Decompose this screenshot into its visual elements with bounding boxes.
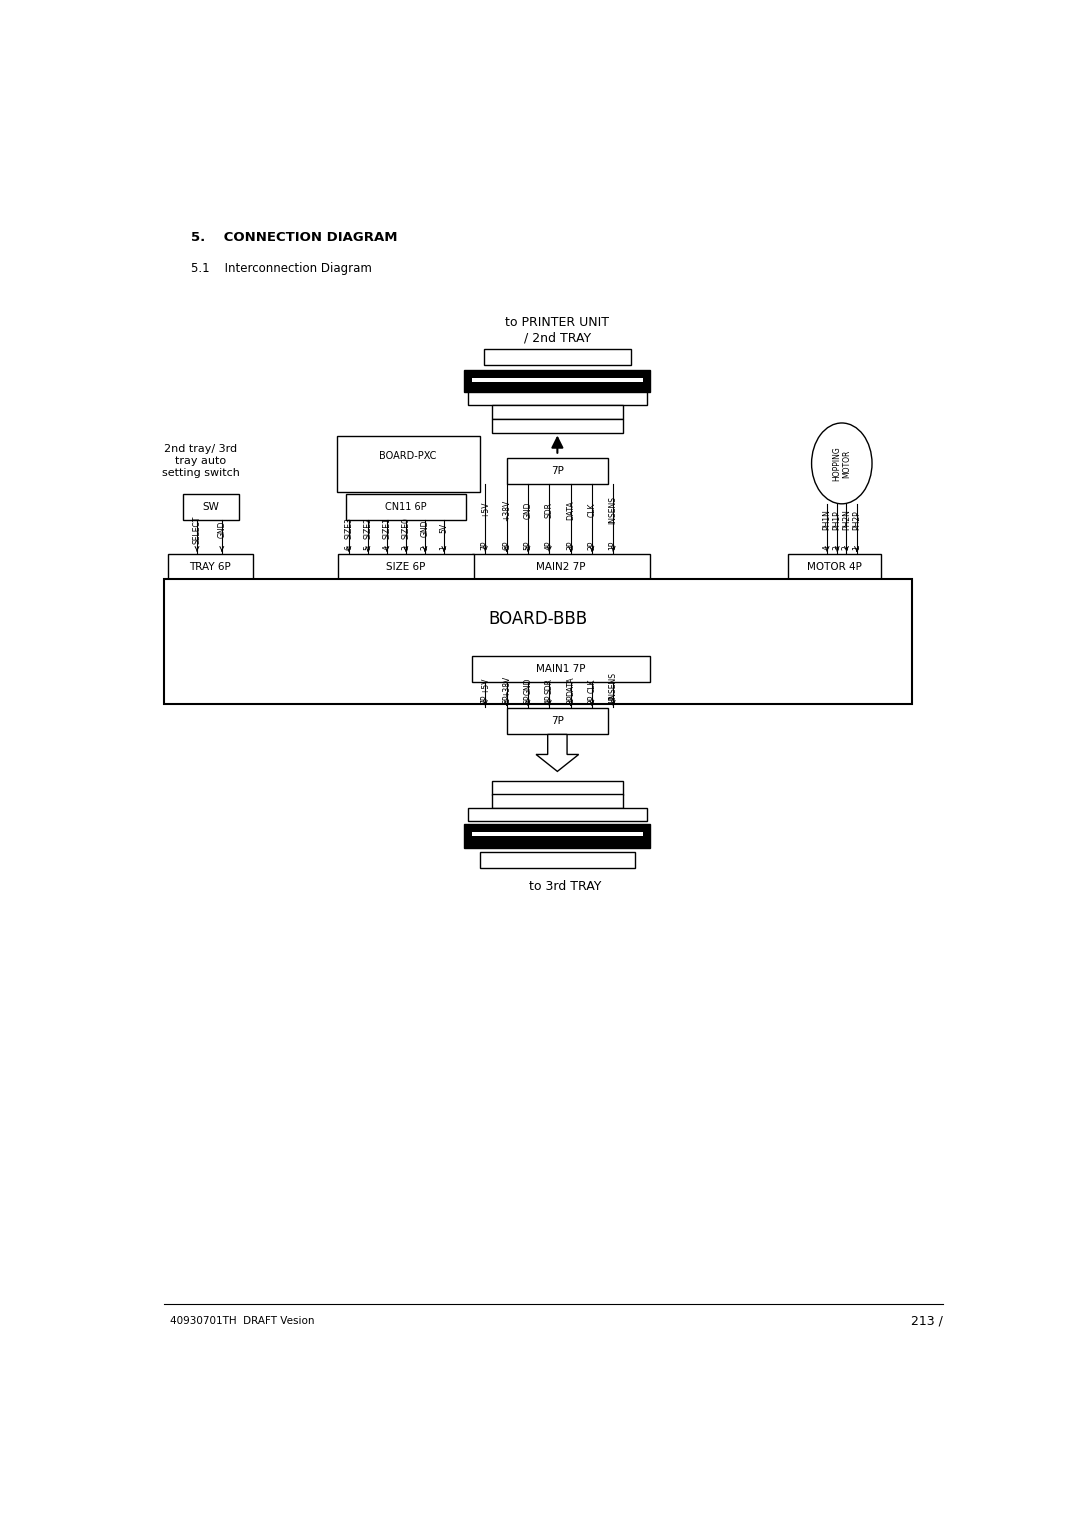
Text: 5.1    Interconnection Diagram: 5.1 Interconnection Diagram <box>191 262 372 275</box>
FancyBboxPatch shape <box>338 554 474 580</box>
Text: 1: 1 <box>852 545 861 549</box>
FancyBboxPatch shape <box>472 378 643 382</box>
FancyBboxPatch shape <box>164 578 913 703</box>
FancyBboxPatch shape <box>464 371 650 392</box>
Text: GND: GND <box>524 501 532 519</box>
Text: 1P: 1P <box>609 694 618 703</box>
Text: GND: GND <box>420 519 430 537</box>
FancyBboxPatch shape <box>491 418 623 432</box>
Text: 5P: 5P <box>524 694 532 703</box>
Text: PH2P: PH2P <box>852 510 861 530</box>
Text: BOARD-PXC: BOARD-PXC <box>379 452 437 461</box>
Text: 4P: 4P <box>544 694 554 703</box>
Text: 1: 1 <box>440 545 448 549</box>
FancyBboxPatch shape <box>464 824 650 848</box>
Text: DATA: DATA <box>566 501 575 520</box>
Text: INSENS: INSENS <box>609 671 618 700</box>
Text: HOPPING
MOTOR: HOPPING MOTOR <box>832 446 851 481</box>
FancyBboxPatch shape <box>472 656 650 682</box>
Text: TRAY 6P: TRAY 6P <box>189 563 231 572</box>
Text: MOTOR 4P: MOTOR 4P <box>807 563 862 572</box>
Text: 2P: 2P <box>588 540 596 549</box>
FancyBboxPatch shape <box>469 807 647 821</box>
Text: 7P: 7P <box>551 716 564 726</box>
Text: 3: 3 <box>402 545 410 549</box>
Text: to PRINTER UNIT
/ 2nd TRAY: to PRINTER UNIT / 2nd TRAY <box>505 316 609 345</box>
Text: SIZE3: SIZE3 <box>345 517 353 539</box>
Text: 7P: 7P <box>551 465 564 476</box>
Text: 3P: 3P <box>566 540 575 549</box>
FancyBboxPatch shape <box>507 708 608 734</box>
Text: MAIN2 7P: MAIN2 7P <box>537 563 586 572</box>
Text: 2P: 2P <box>588 694 596 703</box>
FancyBboxPatch shape <box>480 852 635 868</box>
FancyBboxPatch shape <box>507 458 608 484</box>
FancyBboxPatch shape <box>491 794 623 807</box>
Text: 4: 4 <box>382 545 391 549</box>
Text: to 3rd TRAY: to 3rd TRAY <box>529 881 602 893</box>
Text: 2nd tray/ 3rd
tray auto
setting switch: 2nd tray/ 3rd tray auto setting switch <box>162 444 240 478</box>
Text: GND: GND <box>524 678 532 694</box>
Text: PH1P: PH1P <box>833 510 841 530</box>
Text: +5V: +5V <box>481 502 490 519</box>
Text: 2: 2 <box>842 545 851 549</box>
Text: +38V: +38V <box>502 676 511 696</box>
Text: SIZE2: SIZE2 <box>363 517 373 539</box>
Text: 4P: 4P <box>544 540 554 549</box>
Text: 6: 6 <box>345 545 353 549</box>
FancyBboxPatch shape <box>491 781 623 795</box>
Text: SIZE1: SIZE1 <box>382 517 391 539</box>
Text: +38V: +38V <box>502 499 511 520</box>
Text: SDR: SDR <box>544 678 554 694</box>
Text: 1P: 1P <box>609 540 618 549</box>
Text: GND: GND <box>217 520 227 539</box>
Text: 5V: 5V <box>440 523 448 533</box>
Text: +5V: +5V <box>481 678 490 694</box>
Text: SIZE0: SIZE0 <box>402 517 410 539</box>
FancyBboxPatch shape <box>469 391 647 404</box>
Text: 7P: 7P <box>481 540 490 549</box>
Text: 5.    CONNECTION DIAGRAM: 5. CONNECTION DIAGRAM <box>191 232 397 244</box>
FancyBboxPatch shape <box>337 436 480 491</box>
FancyBboxPatch shape <box>346 494 465 520</box>
Ellipse shape <box>811 423 872 504</box>
FancyBboxPatch shape <box>183 494 239 520</box>
FancyBboxPatch shape <box>484 349 631 365</box>
Text: 6P: 6P <box>502 540 511 549</box>
Polygon shape <box>536 734 579 772</box>
Text: 5P: 5P <box>524 540 532 549</box>
Text: MAIN1 7P: MAIN1 7P <box>537 664 586 674</box>
FancyBboxPatch shape <box>472 832 643 836</box>
Text: DATA: DATA <box>566 676 575 696</box>
Text: SDR: SDR <box>544 502 554 517</box>
Text: 213 /: 213 / <box>910 1315 943 1328</box>
Text: 3P: 3P <box>566 694 575 703</box>
Text: 40930701TH  DRAFT Vesion: 40930701TH DRAFT Vesion <box>170 1317 314 1326</box>
Text: 5: 5 <box>363 545 373 549</box>
Text: PH2N: PH2N <box>842 510 851 530</box>
Text: CLK: CLK <box>588 502 596 517</box>
Text: SELECT: SELECT <box>192 516 202 543</box>
Text: CLK: CLK <box>588 679 596 693</box>
FancyBboxPatch shape <box>472 554 650 580</box>
Text: 4: 4 <box>823 545 832 549</box>
Text: 3: 3 <box>833 545 841 549</box>
Text: 7P: 7P <box>481 694 490 703</box>
Text: 6P: 6P <box>502 694 511 703</box>
Text: CN11 6P: CN11 6P <box>386 502 427 513</box>
Text: SIZE 6P: SIZE 6P <box>387 563 426 572</box>
Text: BOARD-BBB: BOARD-BBB <box>489 610 588 627</box>
FancyBboxPatch shape <box>167 554 253 580</box>
Text: 2: 2 <box>420 545 430 549</box>
Text: INSENS: INSENS <box>609 496 618 523</box>
Text: PH1N: PH1N <box>823 510 832 530</box>
FancyBboxPatch shape <box>787 554 880 580</box>
FancyBboxPatch shape <box>491 404 623 418</box>
Text: SW: SW <box>203 502 219 513</box>
